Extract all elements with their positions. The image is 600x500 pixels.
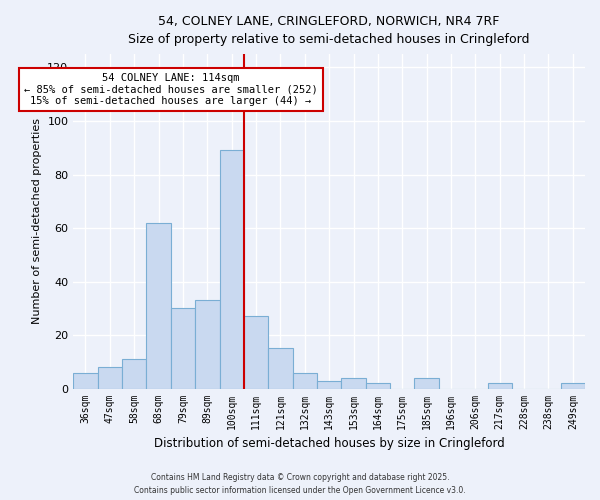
Bar — [220, 150, 244, 388]
Bar — [98, 367, 122, 388]
Text: 54 COLNEY LANE: 114sqm
← 85% of semi-detached houses are smaller (252)
15% of se: 54 COLNEY LANE: 114sqm ← 85% of semi-det… — [24, 73, 317, 106]
Title: 54, COLNEY LANE, CRINGLEFORD, NORWICH, NR4 7RF
Size of property relative to semi: 54, COLNEY LANE, CRINGLEFORD, NORWICH, N… — [128, 15, 530, 46]
X-axis label: Distribution of semi-detached houses by size in Cringleford: Distribution of semi-detached houses by … — [154, 437, 505, 450]
Bar — [560, 383, 585, 388]
Bar — [293, 372, 317, 388]
Bar — [146, 222, 171, 388]
Y-axis label: Number of semi-detached properties: Number of semi-detached properties — [32, 118, 42, 324]
Bar — [171, 308, 195, 388]
Bar — [244, 316, 268, 388]
Text: Contains HM Land Registry data © Crown copyright and database right 2025.
Contai: Contains HM Land Registry data © Crown c… — [134, 474, 466, 495]
Bar — [317, 380, 341, 388]
Bar — [366, 383, 390, 388]
Bar — [73, 372, 98, 388]
Bar — [195, 300, 220, 388]
Bar — [122, 359, 146, 388]
Bar — [415, 378, 439, 388]
Bar — [488, 383, 512, 388]
Bar — [268, 348, 293, 389]
Bar — [341, 378, 366, 388]
